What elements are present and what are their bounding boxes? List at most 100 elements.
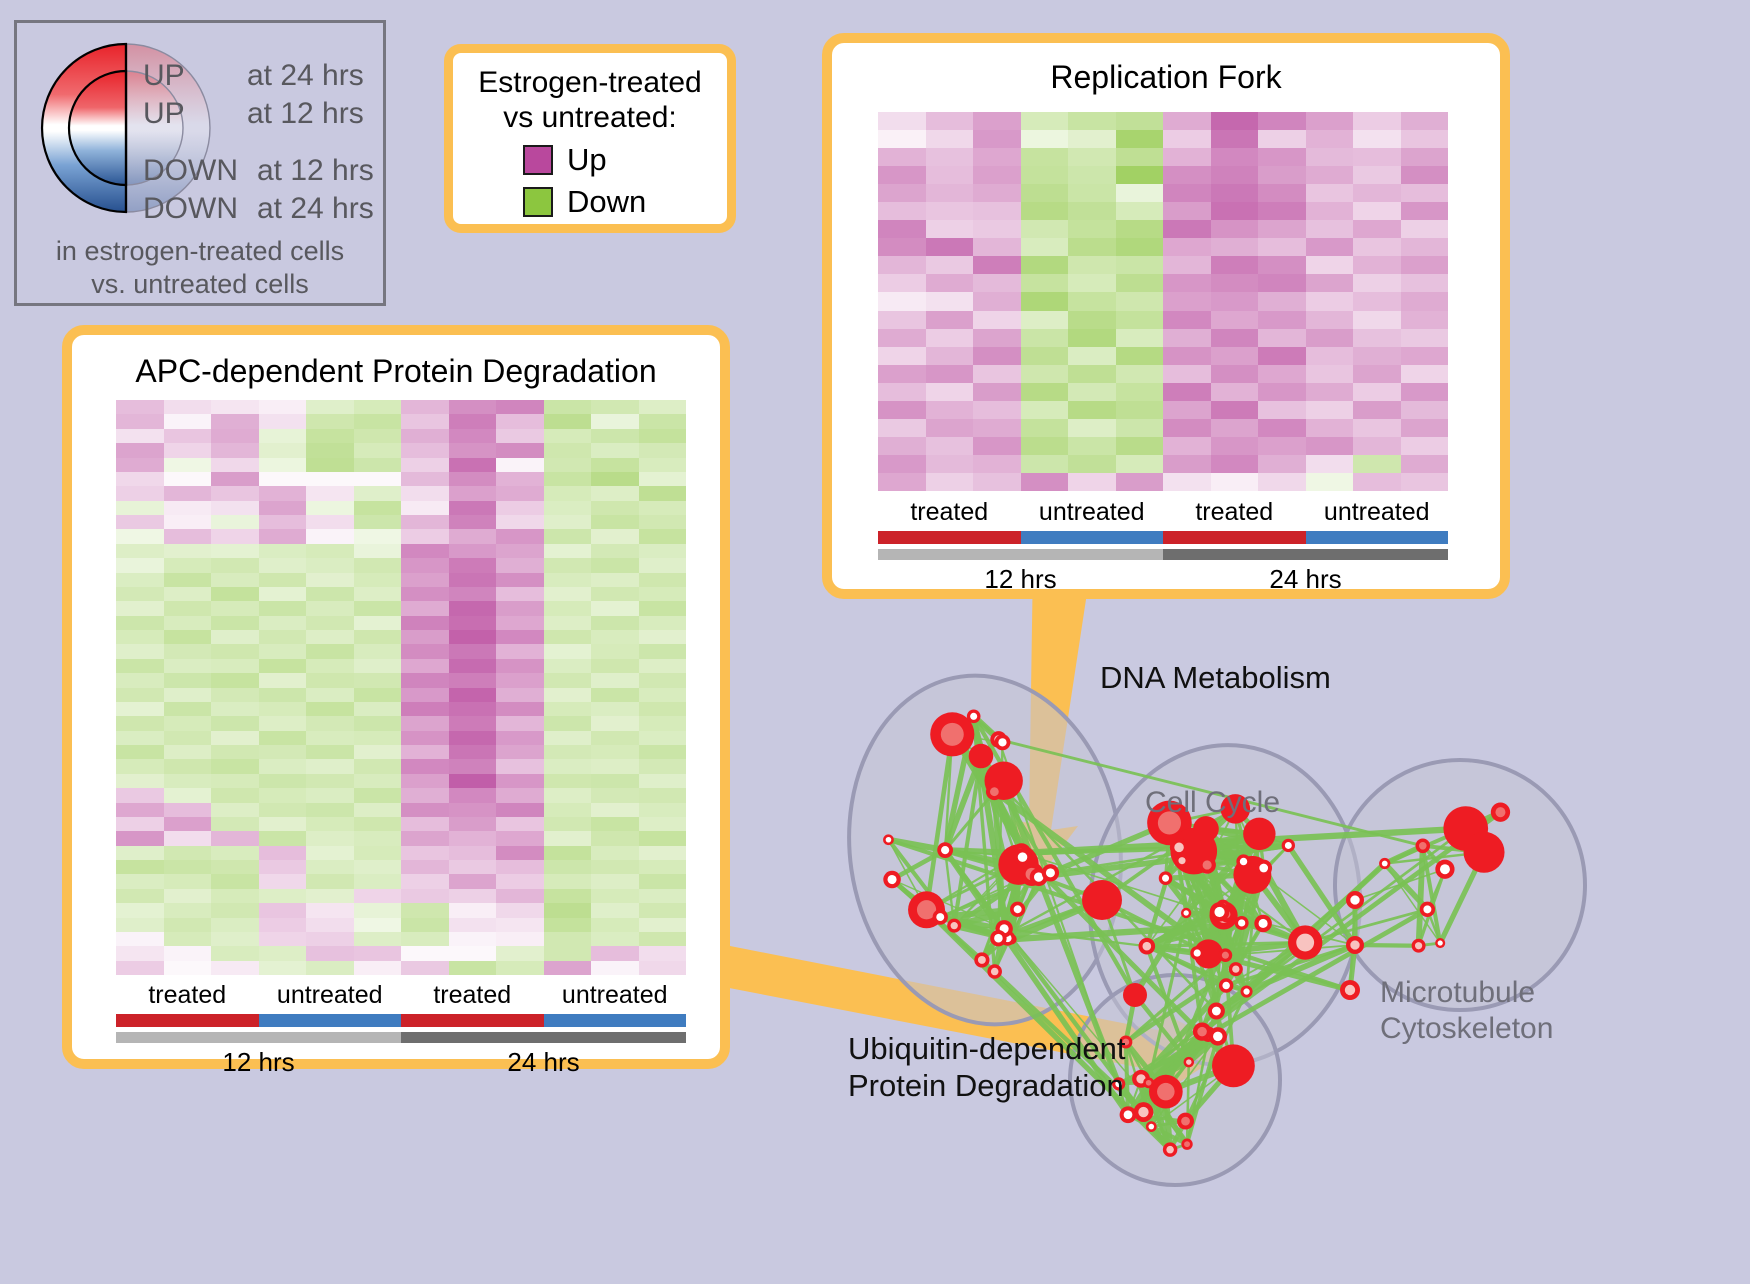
- heatmap-cell: [591, 774, 639, 788]
- heatmap-cell: [116, 429, 164, 443]
- heatmap-cell: [354, 630, 402, 644]
- heatmap-cell: [496, 400, 544, 414]
- apc-degradation-title: APC-dependent Protein Degradation: [72, 353, 720, 390]
- heatmap-cell: [1306, 455, 1354, 473]
- heatmap-cell: [496, 544, 544, 558]
- heatmap-cell: [354, 731, 402, 745]
- heatmap-cell: [1068, 184, 1116, 202]
- heatmap-cell: [116, 544, 164, 558]
- heatmap-cell: [544, 400, 592, 414]
- heatmap-cell: [1021, 401, 1069, 419]
- heatmap-cell: [259, 745, 307, 759]
- heatmap-cell: [211, 688, 259, 702]
- heatmap-cell: [544, 429, 592, 443]
- heatmap-cell: [116, 644, 164, 658]
- heatmap-cell: [1068, 202, 1116, 220]
- heatmap-cell: [164, 529, 212, 543]
- heatmap-cell: [259, 874, 307, 888]
- heatmap-cell: [259, 601, 307, 615]
- heatmap-cell: [1306, 112, 1354, 130]
- heatmap-cell: [401, 644, 449, 658]
- heatmap-cell: [164, 803, 212, 817]
- network-node: [1177, 1113, 1194, 1130]
- heatmap-cell: [401, 688, 449, 702]
- heatmap-cell: [1021, 130, 1069, 148]
- heatmap-cell: [544, 874, 592, 888]
- cluster-label-ubiquitin-line1: Ubiquitin-dependent: [848, 1030, 1126, 1067]
- heatmap-cell: [1163, 311, 1211, 329]
- wheel-label-down-24: DOWN: [143, 192, 238, 226]
- heatmap-cell: [211, 846, 259, 860]
- heatmap-cell: [878, 419, 926, 437]
- heatmap-cell: [211, 860, 259, 874]
- heatmap-cell: [116, 630, 164, 644]
- heatmap-cell: [164, 745, 212, 759]
- heatmap-cell: [1163, 256, 1211, 274]
- heatmap-cell: [926, 130, 974, 148]
- heatmap-cell: [639, 788, 687, 802]
- heatmap-cell: [1211, 184, 1259, 202]
- network-node: [1013, 848, 1031, 866]
- heatmap-cell: [591, 745, 639, 759]
- heatmap-cell: [878, 401, 926, 419]
- heatmap-cell: [973, 184, 1021, 202]
- heatmap-cell: [354, 587, 402, 601]
- heatmap-cell: [926, 329, 974, 347]
- heatmap-cell: [401, 529, 449, 543]
- heatmap-cell: [211, 731, 259, 745]
- heatmap-cell: [164, 400, 212, 414]
- heatmap-cell: [1163, 274, 1211, 292]
- heatmap-cell: [116, 702, 164, 716]
- heatmap-cell: [1211, 437, 1259, 455]
- heatmap-cell: [544, 932, 592, 946]
- heatmap-cell: [591, 529, 639, 543]
- heatmap-cell: [926, 437, 974, 455]
- cluster-label-dna-metabolism: DNA Metabolism: [1100, 660, 1331, 696]
- wheel-label-up-12: UP: [143, 97, 185, 131]
- heatmap-cell: [878, 292, 926, 310]
- heatmap-cell: [1306, 347, 1354, 365]
- network-node: [1184, 1057, 1195, 1068]
- network-node: [1082, 880, 1122, 920]
- heatmap-cell: [259, 688, 307, 702]
- heatmap-cell: [973, 455, 1021, 473]
- heatmap-cell: [401, 400, 449, 414]
- heatmap-cell: [1163, 473, 1211, 491]
- heatmap-cell: [306, 644, 354, 658]
- heatmap-cell: [496, 788, 544, 802]
- heatmap-cell: [306, 529, 354, 543]
- heatmap-cell: [1258, 130, 1306, 148]
- heatmap-cell: [211, 601, 259, 615]
- heatmap-cell: [639, 846, 687, 860]
- network-node: [969, 744, 994, 769]
- network-node: [1198, 856, 1216, 874]
- heatmap-cell: [116, 745, 164, 759]
- heatmap-cell: [1116, 184, 1164, 202]
- heatmap-cell: [449, 429, 497, 443]
- heatmap-cell: [1116, 130, 1164, 148]
- heatmap-cell: [354, 918, 402, 932]
- heatmap-cell: [259, 673, 307, 687]
- heatmap-cell: [354, 759, 402, 773]
- heatmap-cell: [926, 311, 974, 329]
- network-node: [1288, 925, 1322, 959]
- heatmap-cell: [973, 238, 1021, 256]
- heatmap-cell: [306, 472, 354, 486]
- heatmap-cell: [259, 630, 307, 644]
- heatmap-cell: [164, 889, 212, 903]
- heatmap-cell: [496, 429, 544, 443]
- heatmap-cell: [1211, 329, 1259, 347]
- heatmap-cell: [878, 166, 926, 184]
- updown-legend-title-line2: vs untreated:: [453, 100, 727, 135]
- heatmap-cell: [449, 458, 497, 472]
- heatmap-cell: [973, 473, 1021, 491]
- heatmap-cell: [259, 774, 307, 788]
- heatmap-cell: [116, 731, 164, 745]
- heatmap-cell: [639, 860, 687, 874]
- heatmap-cell: [1116, 202, 1164, 220]
- heatmap-cell: [591, 716, 639, 730]
- heatmap-cell: [306, 961, 354, 975]
- heatmap-cell: [973, 329, 1021, 347]
- heatmap-cell: [354, 874, 402, 888]
- condition-bar-untreated: [1021, 531, 1164, 544]
